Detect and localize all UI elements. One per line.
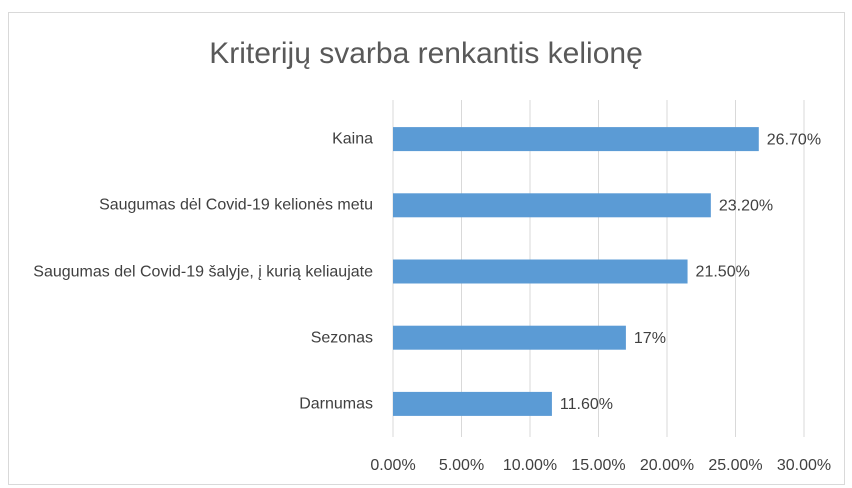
x-tick-label: 20.00% (640, 457, 694, 474)
bar (393, 325, 626, 350)
y-tick-label: Saugumas dėl Covid-19 kelionės metu (99, 196, 373, 214)
bar (393, 259, 688, 284)
y-tick-label-box: Kaina (13, 129, 373, 150)
data-label: 23.20% (719, 198, 773, 215)
y-tick-label: Kaina (332, 130, 373, 148)
x-tick-label: 25.00% (708, 457, 762, 474)
x-tick-label: 0.00% (370, 457, 415, 474)
bar (393, 193, 711, 218)
y-tick-label: Darnumas (299, 395, 373, 413)
data-label: 17% (634, 330, 666, 347)
y-tick-label: Saugumas del Covid-19 šalyje, į kurią ke… (33, 263, 373, 280)
bar (393, 391, 552, 416)
data-label: 21.50% (696, 264, 750, 281)
y-tick-label-box: Saugumas del Covid-19 šalyje, į kurią ke… (13, 261, 373, 282)
y-tick-label-box: Sezonas (13, 327, 373, 348)
x-tick-label: 5.00% (439, 457, 484, 474)
x-tick-label: 30.00% (777, 457, 831, 474)
bar (393, 127, 759, 152)
x-tick-label: 15.00% (571, 457, 625, 474)
y-tick-label-box: Saugumas dėl Covid-19 kelionės metu (13, 195, 373, 216)
data-label: 11.60% (560, 396, 613, 413)
x-tick-label: 10.00% (503, 457, 557, 474)
y-tick-label: Sezonas (310, 329, 373, 347)
y-tick-label-box: Darnumas (13, 393, 373, 414)
chart-title: Kriterijų svarba renkantis kelionę (209, 37, 643, 70)
data-label: 26.70% (767, 131, 821, 148)
